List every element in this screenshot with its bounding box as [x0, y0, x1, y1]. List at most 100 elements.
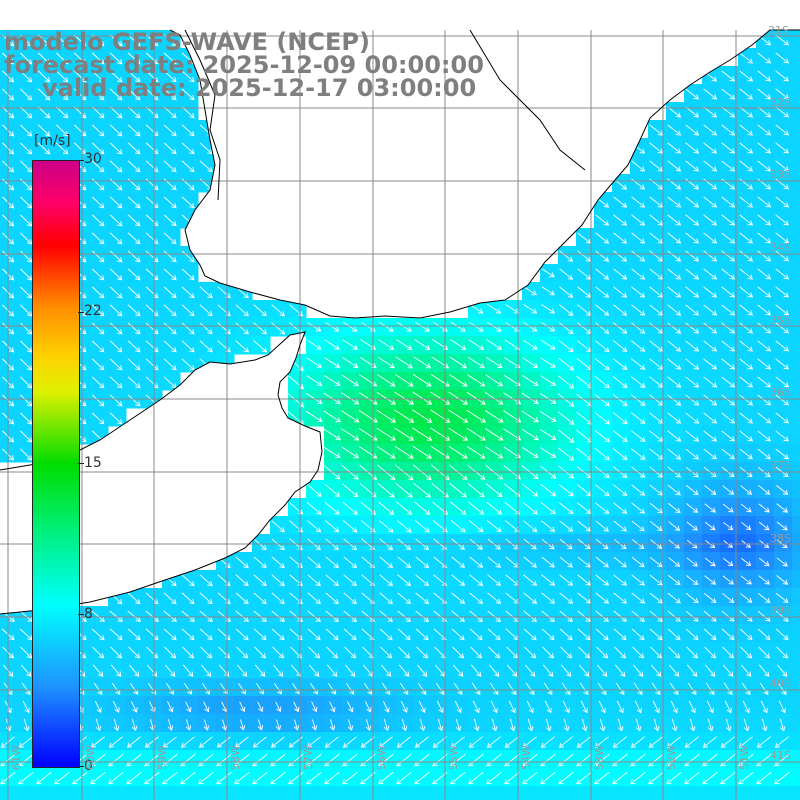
wind-speed-cell [468, 642, 487, 661]
wind-speed-cell [756, 624, 775, 643]
wind-arrow [181, 142, 195, 155]
wind-arrow [757, 376, 771, 388]
wind-arrow-head [675, 400, 682, 406]
wind-speed-cell [54, 30, 73, 49]
wind-speed-cell [324, 660, 343, 679]
wind-speed-cell [540, 642, 559, 661]
wind-arrow [561, 682, 571, 695]
wind-arrow [415, 556, 429, 568]
wind-arrow-head [279, 580, 285, 587]
wind-arrow-head [99, 113, 105, 119]
wind-arrow-head [312, 706, 318, 713]
wind-arrow [91, 412, 105, 425]
wind-speed-cell [684, 228, 703, 247]
wind-speed-cell [450, 570, 469, 589]
wind-arrow-head [99, 311, 105, 317]
wind-arrow [395, 483, 413, 498]
wind-arrow-head [603, 274, 610, 280]
wind-speed-cell [0, 642, 19, 661]
wind-speed-cell [702, 354, 721, 373]
wind-arrow [235, 322, 249, 335]
wind-arrow-head [639, 508, 646, 514]
wind-arrow [222, 719, 226, 730]
wind-arrow-head [315, 562, 321, 569]
wind-speed-cell [738, 192, 757, 211]
wind-speed-cell [684, 588, 703, 607]
wind-arrow [775, 736, 789, 748]
wind-arrow [109, 394, 123, 407]
wind-arrow [217, 340, 231, 353]
wind-arrow [685, 340, 699, 352]
wind-arrow-head [765, 616, 771, 622]
wind-speed-cell [738, 588, 757, 607]
wind-arrow [540, 447, 556, 458]
wind-arrow [436, 700, 444, 713]
wind-arrow [522, 357, 538, 368]
wind-speed-cell [558, 300, 577, 319]
wind-arrow-head [765, 238, 772, 244]
wind-arrow-head [747, 94, 754, 100]
wind-arrow [145, 250, 159, 263]
wind-arrow-head [640, 436, 646, 442]
wind-speed-cell [216, 606, 235, 625]
wind-speed-cell [630, 300, 649, 319]
wind-arrow [127, 142, 141, 155]
wind-speed-cell [90, 678, 109, 697]
wind-arrow [558, 357, 574, 371]
wind-arrow-head [198, 779, 204, 785]
wind-speed-cell [630, 552, 649, 571]
wind-arrow [131, 719, 137, 731]
wind-arrow-head [568, 508, 574, 515]
wind-arrow-head [689, 726, 696, 732]
wind-arrow [649, 160, 663, 172]
wind-arrow-head [656, 543, 663, 549]
wind-arrow [631, 556, 645, 568]
wind-speed-cell [666, 444, 685, 463]
wind-speed-cell [738, 624, 757, 643]
wind-arrow-head [297, 562, 303, 569]
wind-arrow [276, 719, 280, 730]
wind-speed-cell [684, 408, 703, 427]
wind-arrow [630, 394, 646, 406]
wind-arrow-head [494, 671, 500, 677]
wind-arrow [145, 232, 159, 245]
wind-arrow-head [711, 94, 718, 100]
wind-speed-cell [558, 354, 577, 373]
wind-arrow [342, 771, 358, 785]
wind-arrow-head [476, 653, 483, 659]
wind-arrow [163, 232, 177, 245]
wind-speed-cell [180, 678, 199, 697]
wind-arrow [559, 250, 573, 262]
wind-arrow [613, 304, 627, 316]
wind-speed-cell [342, 786, 361, 800]
wind-arrow-head [135, 77, 141, 83]
wind-arrow [394, 409, 414, 423]
wind-arrow-head [171, 149, 177, 155]
wind-arrow [20, 196, 32, 209]
wind-arrow-head [171, 113, 177, 119]
wind-arrow-head [171, 581, 177, 587]
wind-arrow [220, 683, 228, 695]
wind-speed-cell [306, 534, 325, 553]
wind-speed-cell [756, 714, 775, 733]
wind-arrow [91, 394, 105, 407]
wind-arrow [721, 358, 735, 370]
wind-arrow [163, 628, 177, 641]
wind-arrow [342, 357, 358, 368]
wind-arrow [109, 250, 123, 263]
wind-speed-cell [342, 660, 361, 679]
wind-arrow [163, 376, 177, 389]
wind-arrow [396, 501, 412, 515]
wind-arrow [199, 628, 213, 641]
wind-arrow-head [782, 671, 788, 677]
wind-arrow-head [81, 41, 87, 47]
wind-arrow-head [693, 328, 700, 334]
wind-speed-cell [666, 786, 685, 800]
wind-arrow [433, 556, 447, 568]
wind-arrow-head [618, 707, 624, 714]
wind-speed-cell [522, 552, 541, 571]
wind-speed-cell [468, 714, 487, 733]
wind-arrow-head [90, 779, 96, 785]
wind-speed-cell [684, 696, 703, 715]
wind-speed-cell [108, 336, 127, 355]
